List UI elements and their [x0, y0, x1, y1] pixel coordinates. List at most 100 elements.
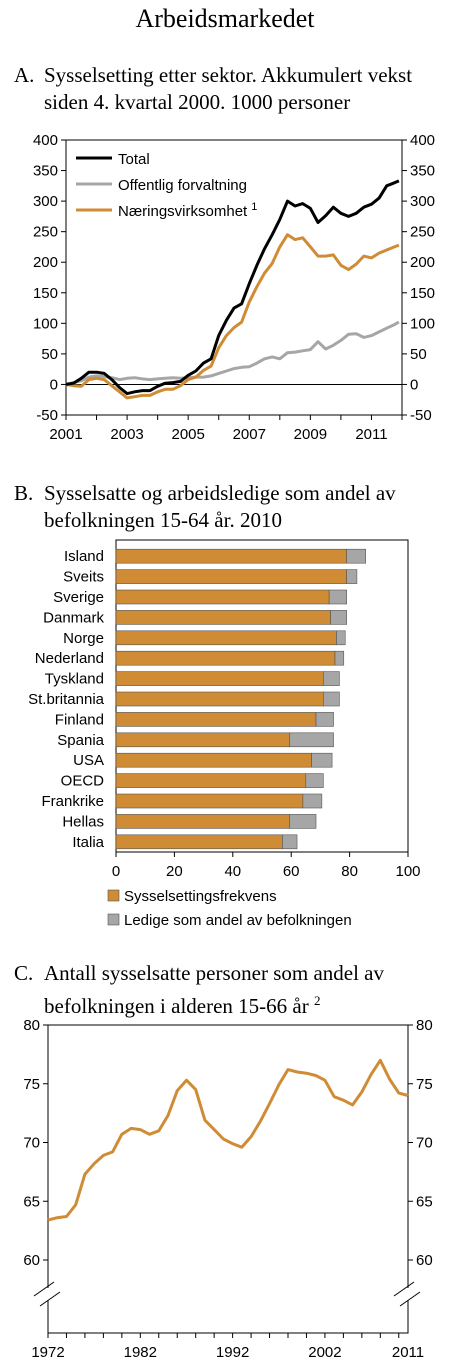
- x-tick-label: 40: [224, 863, 241, 880]
- chart-c: 60 60 65 65 70 70 75 75 80 80 1972 1982 1992 2002 2011: [23, 1017, 433, 1361]
- bar-employment: [115, 814, 291, 829]
- y-tick-label-right: 150: [410, 285, 435, 302]
- category-label: Italia: [72, 834, 104, 851]
- x-tick-label: 1992: [216, 1344, 249, 1361]
- bar-employment: [115, 610, 331, 625]
- x-tick-label: 100: [395, 863, 420, 880]
- bar-employment: [115, 732, 291, 748]
- bar-unemployed: [346, 569, 358, 584]
- axis-break-mark: [39, 1291, 61, 1307]
- bar-employment: [115, 712, 317, 727]
- category-label: Nederland: [35, 650, 104, 667]
- bar-unemployed: [305, 773, 324, 788]
- panel-a-title: A. Sysselsetting etter sektor. Akkumulert…: [14, 62, 444, 116]
- y-tick-label-right: 300: [410, 193, 435, 210]
- category-label: Tyskland: [45, 671, 104, 688]
- panel-b-title: B. Sysselsatte og arbeidsledige som andel…: [14, 480, 444, 534]
- x-tick-label: 2007: [233, 426, 266, 443]
- panel-b-title-line2: befolkningen 15-64 år. 2010: [44, 508, 282, 532]
- y-tick-label-left: 200: [33, 254, 58, 271]
- legend-label: Sysselsettingsfrekvens: [124, 888, 277, 905]
- bar-employment: [115, 773, 307, 788]
- bar-unemployed: [323, 691, 340, 707]
- y-tick-label-left: 100: [33, 315, 58, 332]
- x-tick-label: 0: [112, 863, 120, 880]
- bar-employment: [115, 630, 337, 646]
- y-tick-label-right: 60: [416, 1252, 433, 1269]
- axis-break-mark: [33, 1281, 55, 1297]
- plot-frame: [47, 1024, 409, 1334]
- series-line-employment-share: [47, 1058, 409, 1222]
- y-tick-label-left: 400: [33, 132, 58, 149]
- y-tick-label-right: 50: [410, 346, 427, 363]
- category-label: Finland: [55, 711, 104, 728]
- x-tick-label: 2001: [49, 426, 82, 443]
- legend-swatch: [107, 913, 120, 926]
- y-tick-label-left: 80: [23, 1017, 40, 1034]
- chart-a: -50 -50 0 0 50 50 100 100 150 150 200 200 250 250 300 3…: [33, 132, 435, 443]
- bar-employment: [115, 752, 312, 768]
- series-line-offentlig-forvaltning: [65, 320, 400, 386]
- page-title: Arbeidsmarkedet: [135, 4, 315, 33]
- bar-unemployed: [315, 712, 334, 727]
- axis-break-mark: [393, 1281, 415, 1297]
- bar-employment: [115, 793, 304, 809]
- category-label: Sverige: [53, 589, 104, 606]
- legend-label: Ledige som andel av befolkningen: [124, 912, 352, 929]
- panel-a-title-line2: siden 4. kvartal 2000. 1000 personer: [44, 90, 351, 114]
- x-tick-label: 2011: [392, 1344, 424, 1361]
- legend-sup: 1: [251, 201, 257, 213]
- y-tick-label-left: 250: [33, 224, 58, 241]
- bar-unemployed: [330, 610, 347, 625]
- category-label: Spania: [57, 732, 104, 749]
- series-line-næringsvirksomhet: [65, 233, 400, 400]
- category-label: USA: [73, 752, 104, 769]
- y-tick-label-right: 250: [410, 224, 435, 241]
- panel-c-title-sup: 2: [314, 993, 321, 1008]
- y-tick-label-right: 0: [410, 376, 418, 393]
- x-tick-label: 1972: [31, 1344, 64, 1361]
- bar-employment: [115, 650, 336, 666]
- bar-unemployed: [346, 548, 366, 564]
- panel-c-title: C. Antall sysselsatte personer som andel …: [14, 960, 444, 1020]
- plot-frame: [65, 139, 403, 416]
- y-tick-label-left: 350: [33, 163, 58, 180]
- bar-unemployed: [336, 630, 346, 646]
- bar-employment: [115, 548, 347, 564]
- panel-c-letter: C.: [14, 961, 34, 985]
- bar-unemployed: [311, 752, 333, 768]
- bar-unemployed: [334, 650, 345, 666]
- bar-employment: [115, 589, 330, 605]
- panel-a-title-line1: Sysselsetting etter sektor. Akkumulert v…: [44, 63, 413, 87]
- x-tick-label: 80: [341, 863, 358, 880]
- y-tick-label-right: 200: [410, 254, 435, 271]
- panel-b-letter: B.: [14, 481, 34, 505]
- category-label: Danmark: [43, 609, 104, 626]
- x-tick-label: 2011: [355, 426, 387, 443]
- bar-employment: [115, 671, 324, 686]
- legend-label: Total: [118, 151, 150, 168]
- x-tick-label: 2005: [171, 426, 204, 443]
- y-tick-label-right: 350: [410, 163, 435, 180]
- bar-unemployed: [323, 671, 340, 686]
- y-tick-label-right: 80: [416, 1017, 433, 1034]
- category-label: OECD: [61, 773, 105, 790]
- bar-unemployed: [302, 793, 323, 809]
- axis-break-mark: [399, 1291, 421, 1307]
- bar-employment: [115, 834, 283, 850]
- y-tick-label-left: 65: [23, 1193, 40, 1210]
- y-tick-label-left: 50: [41, 346, 58, 363]
- chart-b: Island Sveits Sverige Danmark Norge Nederland…: [28, 539, 421, 929]
- panel-b-title-line1: Sysselsatte og arbeidsledige som andel a…: [44, 481, 396, 505]
- x-tick-label: 2009: [294, 426, 327, 443]
- category-label: Hellas: [62, 813, 104, 830]
- x-tick-label: 2002: [308, 1344, 341, 1361]
- legend-label: Offentlig forvaltning: [118, 177, 247, 194]
- panel-c-title-line2-text: befolkningen i alderen 15-66 år: [44, 994, 309, 1018]
- category-label: Frankrike: [41, 793, 104, 810]
- bar-employment: [115, 691, 324, 707]
- bar-unemployed: [289, 732, 334, 748]
- x-tick-label: 2003: [110, 426, 143, 443]
- y-tick-label-right: 65: [416, 1193, 433, 1210]
- category-label: Island: [64, 548, 104, 565]
